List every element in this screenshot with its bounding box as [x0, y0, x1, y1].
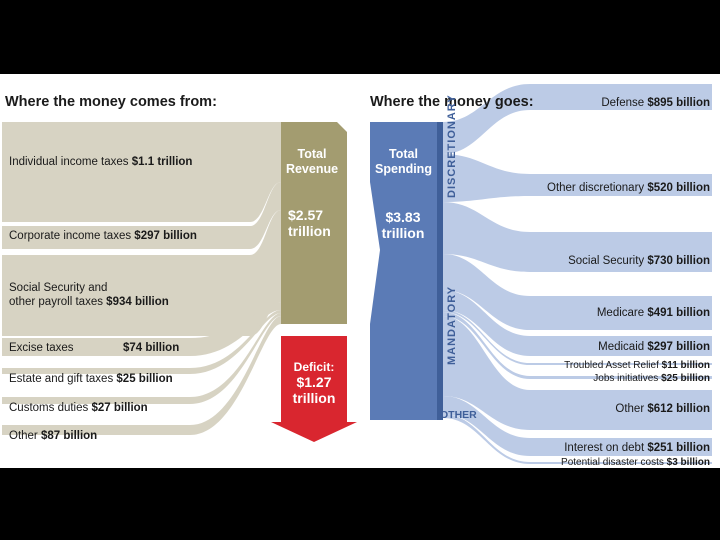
revenue-name: Corporate income taxes [9, 230, 132, 242]
revenue-value: $25 billion [116, 373, 173, 385]
budget-flow-diagram: Where the money comes from: Where the mo… [0, 74, 720, 468]
revenue-item: Other $87 billion [9, 429, 97, 443]
total-revenue-title: Total Revenue [281, 147, 343, 177]
flow-excise [2, 302, 281, 356]
category-strip [437, 122, 443, 420]
deficit-title: Deficit: [293, 360, 335, 374]
spending-name: Troubled Asset Relief [564, 360, 659, 371]
spending-item: Interest on debt $251 billion [564, 441, 710, 455]
revenue-item: Excise taxes $74 billion [9, 341, 179, 355]
spending-name: Potential disaster costs [561, 457, 664, 468]
spending-item: Jobs initiatives $25 billion [593, 372, 710, 386]
spending-item: Troubled Asset Relief $11 billion [564, 359, 710, 373]
revenue-item: Corporate income taxes $297 billion [9, 229, 197, 243]
flow-interest [443, 396, 712, 456]
total-revenue-title-line1: Total [297, 147, 327, 161]
spending-item: Social Security $730 billion [568, 254, 710, 268]
revenue-value: $87 billion [40, 430, 98, 442]
spending-item: Potential disaster costs $3 billion [561, 456, 710, 468]
flow-payroll [2, 210, 281, 336]
total-spending-value: $3.83 [385, 209, 421, 225]
spending-value: $895 billion [647, 97, 710, 109]
flow-other-discretionary [443, 154, 712, 202]
revenue-value: $74 billion [123, 342, 180, 354]
revenue-name: Individual income taxes [9, 156, 129, 168]
spending-name: Other [615, 403, 645, 415]
revenue-value: $934 billion [106, 296, 169, 308]
total-revenue-box [281, 122, 347, 324]
spending-value: $612 billion [647, 403, 710, 415]
total-revenue-unit: trillion [288, 223, 331, 239]
spending-item: Medicare $491 billion [597, 306, 710, 320]
spending-value: $491 billion [647, 307, 710, 319]
revenue-item: Customs duties $27 billion [9, 401, 148, 415]
revenue-item: Individual income taxes $1.1 trillion [9, 155, 192, 169]
spending-value: $11 billion [661, 360, 710, 371]
other-category-label: OTHER [440, 409, 477, 421]
flow-medicare [443, 254, 712, 330]
mandatory-label: MANDATORY [446, 285, 458, 365]
spending-value: $730 billion [647, 255, 710, 267]
revenue-header: Where the money comes from: [5, 94, 217, 110]
spending-item: Other discretionary $520 billion [547, 181, 710, 195]
flow-medicaid [443, 290, 712, 356]
spending-name: Defense [601, 97, 645, 109]
deficit-amount: $1.27 trillion [281, 374, 347, 406]
revenue-name: other payroll taxes [9, 296, 103, 308]
revenue-item: Social Security and other payroll taxes … [9, 281, 169, 309]
flow-corporate [2, 182, 281, 249]
flow-defense [443, 84, 712, 154]
spending-item: Medicaid $297 billion [598, 340, 710, 354]
spending-item: Defense $895 billion [601, 96, 710, 110]
flow-graphic [2, 84, 712, 464]
spending-name: Interest on debt [564, 442, 645, 454]
spending-name: Jobs initiatives [593, 373, 659, 384]
spending-value: $251 billion [647, 442, 710, 454]
spending-name: Medicaid [598, 341, 645, 353]
deficit-box [271, 336, 357, 442]
total-revenue-value: $2.57 [288, 207, 324, 223]
total-spending-title-line1: Total [389, 147, 418, 161]
spending-item: Other $612 billion [615, 402, 710, 416]
spending-value: $297 billion [647, 341, 710, 353]
spending-value: $3 billion [666, 457, 710, 468]
revenue-value: $1.1 trillion [131, 156, 193, 168]
revenue-name: Customs duties [9, 402, 89, 414]
spending-name: Other discretionary [547, 182, 645, 194]
spending-header: Where the money goes: [370, 94, 534, 110]
revenue-name: Excise taxes [9, 342, 74, 354]
revenue-name: Other [9, 430, 38, 442]
revenue-name-line1: Social Security and [9, 282, 108, 294]
spending-name: Medicare [596, 307, 645, 319]
revenue-value: $27 billion [91, 402, 148, 414]
deficit-value: $1.27 [296, 374, 332, 390]
spending-value: $25 billion [661, 373, 710, 384]
total-spending-box [370, 122, 437, 420]
total-spending-amount: $3.83 trillion [374, 209, 432, 241]
total-spending-unit: trillion [381, 225, 425, 241]
discretionary-label: DISCRETIONARY [446, 94, 458, 198]
spending-name: Social Security [568, 255, 645, 267]
flow-social-security [443, 202, 712, 272]
total-spending-title: Total Spending [370, 147, 437, 177]
revenue-name: Estate and gift taxes [9, 373, 114, 385]
flow-other-spending [443, 316, 712, 430]
deficit-unit: trillion [292, 390, 336, 406]
spending-value: $520 billion [647, 182, 710, 194]
total-spending-title-line2: Spending [375, 162, 432, 176]
flow-individual-income [2, 122, 281, 222]
total-revenue-title-line2: Revenue [285, 162, 339, 176]
revenue-item: Estate and gift taxes $25 billion [9, 372, 173, 386]
total-revenue-amount: $2.57 trillion [288, 207, 331, 239]
revenue-value: $297 billion [134, 230, 197, 242]
